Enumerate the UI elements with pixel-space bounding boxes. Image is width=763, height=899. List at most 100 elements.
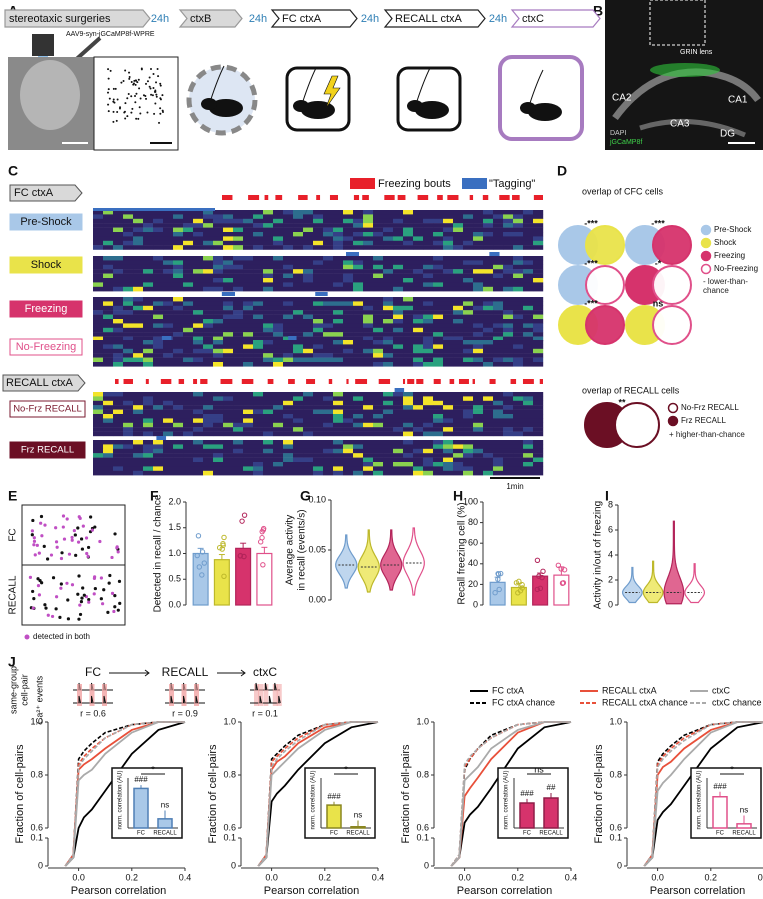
heatmap-cell	[383, 260, 394, 265]
heatmap-cell	[153, 453, 164, 458]
heatmap-cell	[363, 286, 374, 292]
heatmap-cell	[213, 236, 224, 241]
heatmap-cell	[113, 232, 124, 237]
heatmap-cell	[473, 236, 484, 241]
heatmap-cell	[173, 232, 184, 237]
data-point	[199, 549, 206, 555]
heatmap-cell	[423, 353, 434, 358]
group-label: Shock	[31, 259, 62, 271]
heatmap-cell	[393, 431, 404, 437]
heatmap-cell	[413, 405, 424, 410]
heatmap-cell	[463, 336, 474, 342]
heatmap-cell	[363, 405, 374, 410]
heatmap-cell	[483, 392, 494, 397]
heatmap-cell	[113, 440, 124, 445]
heatmap-cell	[313, 340, 324, 345]
heatmap-cell	[293, 260, 304, 265]
heatmap-cell	[463, 332, 474, 337]
heatmap-cell	[343, 344, 354, 349]
heatmap-cell	[253, 357, 264, 363]
violin	[380, 529, 403, 591]
heatmap-cell	[133, 314, 144, 320]
heatmap-cell	[303, 310, 314, 315]
heatmap-cell	[443, 340, 454, 345]
heatmap-cell	[293, 264, 304, 270]
heatmap-cell	[103, 223, 114, 228]
cell-dot	[76, 526, 80, 530]
heatmap-cell	[353, 332, 364, 337]
heatmap-cell	[313, 297, 324, 302]
heatmap-cell	[533, 466, 544, 471]
cell-dot	[87, 597, 91, 602]
heatmap-cell	[153, 264, 164, 270]
heatmap-cell	[283, 422, 294, 428]
roi	[146, 80, 149, 83]
heatmap-cell	[513, 431, 524, 437]
heatmap-cell	[433, 223, 444, 228]
cell-dot	[70, 535, 74, 540]
heatmap-cell	[173, 314, 184, 320]
heatmap-cell	[283, 396, 294, 401]
heatmap-cell	[183, 414, 194, 419]
heatmap-cell	[143, 336, 154, 342]
heatmap-cell	[523, 245, 534, 250]
heatmap-cell	[173, 427, 184, 432]
heatmap-cell	[93, 240, 104, 246]
heatmap-cell	[363, 264, 374, 270]
heatmap-cell	[513, 214, 524, 219]
heatmap-cell	[383, 340, 394, 345]
heatmap-cell	[313, 400, 324, 406]
heatmap-cell	[113, 310, 124, 315]
heatmap-cell	[443, 269, 454, 274]
cell-dot	[32, 543, 36, 547]
cell-dot	[37, 593, 42, 597]
heatmap-cell	[183, 240, 194, 246]
heatmap-cell	[413, 210, 424, 215]
heatmap-cell	[403, 214, 414, 219]
freezing-bout	[510, 379, 517, 384]
heatmap-cell	[523, 344, 534, 349]
heatmap-cell	[453, 340, 464, 345]
heatmap-cell	[343, 336, 354, 342]
heatmap-cell	[353, 256, 364, 261]
heatmap-cell	[243, 319, 254, 324]
heatmap-cell	[323, 323, 334, 328]
freezing-bout	[407, 379, 415, 384]
row-label: RECALL	[8, 575, 19, 614]
heatmap-cell	[143, 362, 154, 367]
inset-category: FC	[523, 831, 532, 837]
freezing-bout	[267, 379, 274, 384]
heatmap-cell	[103, 301, 114, 306]
heatmap-cell	[263, 264, 274, 270]
x-tick-label: 0.0	[458, 872, 471, 882]
heatmap-cell	[503, 462, 514, 467]
roi	[150, 93, 153, 96]
heatmap-cell	[263, 278, 274, 283]
heatmap-cell	[183, 278, 194, 283]
heatmap-cell	[243, 269, 254, 274]
heatmap-cell	[183, 344, 194, 349]
heatmap-cell	[163, 319, 174, 324]
mouse-body	[209, 99, 243, 117]
heatmap-cell	[183, 409, 194, 415]
heatmap-cell	[483, 336, 494, 342]
heatmap-cell	[203, 470, 214, 476]
heatmap-cell	[353, 227, 364, 233]
heatmap-cell	[533, 314, 544, 320]
heatmap-cell	[123, 282, 134, 287]
heatmap-cell	[423, 462, 434, 467]
heatmap-cell	[333, 327, 344, 333]
heatmap-cell	[353, 405, 364, 410]
heatmap-cell	[223, 214, 234, 219]
heatmap-cell	[493, 414, 504, 419]
freezing-bout	[346, 379, 349, 384]
heatmap-cell	[163, 414, 174, 419]
heatmap-cell	[323, 236, 334, 241]
heatmap-cell	[273, 353, 284, 358]
heatmap-cell	[443, 323, 454, 328]
heatmap-cell	[113, 400, 124, 406]
heatmap-cell	[523, 214, 534, 219]
heatmap-cell	[393, 319, 404, 324]
heatmap-cell	[383, 405, 394, 410]
heatmap-cell	[193, 348, 204, 354]
